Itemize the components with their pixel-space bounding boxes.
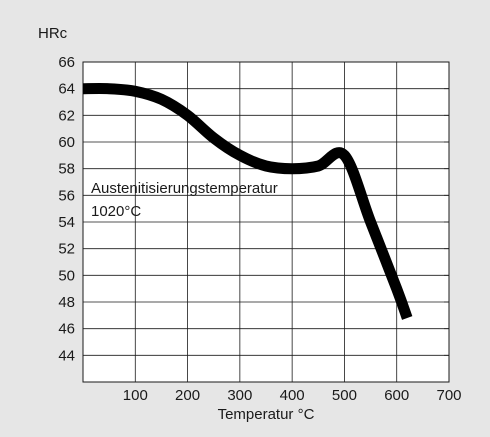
- x-tick-400: 400: [280, 387, 305, 404]
- x-tick-200: 200: [175, 387, 200, 404]
- y-tick-60: 60: [58, 134, 75, 151]
- x-tick-300: 300: [227, 387, 252, 404]
- y-tick-56: 56: [58, 187, 75, 204]
- annotation-line-1: Austenitisierungstemperatur: [91, 180, 278, 197]
- y-tick-52: 52: [58, 241, 75, 258]
- y-tick-46: 46: [58, 321, 75, 338]
- x-axis-title: Temperatur °C: [218, 406, 315, 423]
- y-tick-labels: 44 46 48 50 52 54 56 58 60 62 64 66: [58, 54, 75, 364]
- annotation-line-2: 1020°C: [91, 203, 141, 220]
- y-tick-62: 62: [58, 107, 75, 124]
- y-tick-54: 54: [58, 214, 75, 231]
- y-tick-66: 66: [58, 54, 75, 71]
- x-tick-700: 700: [436, 387, 461, 404]
- x-tick-600: 600: [384, 387, 409, 404]
- y-tick-48: 48: [58, 294, 75, 311]
- y-tick-44: 44: [58, 347, 75, 364]
- x-tick-500: 500: [332, 387, 357, 404]
- x-tick-labels: 100 200 300 400 500 600 700: [123, 387, 462, 404]
- y-tick-50: 50: [58, 267, 75, 284]
- hardness-curve: [82, 82, 413, 320]
- y-tick-64: 64: [58, 81, 75, 98]
- x-tick-100: 100: [123, 387, 148, 404]
- y-tick-58: 58: [58, 161, 75, 178]
- y-axis-title: HRc: [38, 25, 68, 42]
